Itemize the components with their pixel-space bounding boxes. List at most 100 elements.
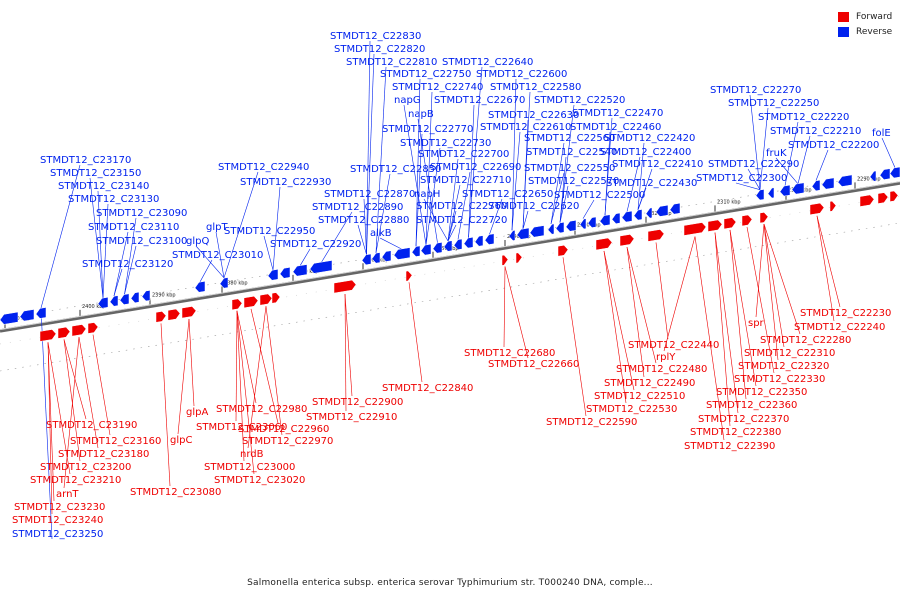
tick-label: 2380 kbp xyxy=(224,280,248,286)
reverse-gene-label: STMDT12_C22810 xyxy=(346,57,437,68)
forward-gene-arrow xyxy=(683,222,707,236)
reverse-gene-labels: STMDT12_C23250 STMDT12_C23170 STMDT12_C231… xyxy=(12,31,891,540)
reverse-gene-label: STMDT12_C22220 xyxy=(758,112,849,123)
reverse-gene-arrow xyxy=(869,170,877,182)
forward-gene-label: STMDT12_C23230 xyxy=(14,502,105,513)
forward-leader-line xyxy=(655,242,669,340)
reverse-gene-label: STMDT12_C22820 xyxy=(334,44,425,55)
forward-leader-line xyxy=(755,223,765,318)
reverse-gene-arrow xyxy=(779,184,791,197)
reverse-leader-line xyxy=(759,107,769,190)
reverse-swatch xyxy=(838,26,849,37)
reverse-leader-line xyxy=(423,198,449,242)
reverse-gene-label: STMDT12_C22460 xyxy=(570,122,661,133)
forward-gene-label: STMDT12_C23200 xyxy=(40,462,131,473)
forward-leader-line xyxy=(250,308,279,424)
reverse-leader-line xyxy=(522,119,529,229)
forward-gene-arrow xyxy=(759,212,769,224)
forward-gene-label: STMDT12_C23180 xyxy=(58,449,149,460)
forward-gene-label: STMDT12_C23060 xyxy=(196,422,287,433)
forward-gene-arrow xyxy=(859,194,875,207)
reverse-gene-label: STMDT12_C22290 xyxy=(708,159,799,170)
reverse-gene-label: STMDT12_C22620 xyxy=(488,201,579,212)
reverse-gene-label: napH xyxy=(414,189,440,200)
forward-gene-label: STMDT12_C22240 xyxy=(794,322,885,333)
forward-leader-line xyxy=(626,247,645,378)
reverse-leader-line xyxy=(550,142,565,224)
reverse-gene-label: folE xyxy=(872,128,891,139)
reverse-leader-line xyxy=(223,171,259,278)
reverse-gene-label: fruK xyxy=(766,148,787,159)
reverse-gene-label: STMDT12_C22410 xyxy=(612,159,703,170)
reverse-leader-line xyxy=(747,168,761,190)
reverse-leader-line xyxy=(113,268,123,296)
forward-gene-label: STMDT12_C22330 xyxy=(734,374,825,385)
tick-label: 2390 kbp xyxy=(152,292,176,298)
reverse-gene-arrow xyxy=(879,168,891,180)
reverse-gene-arrow xyxy=(565,219,577,232)
gene-arrows xyxy=(0,166,900,342)
reverse-leader-line xyxy=(775,157,799,184)
reverse-leader-line xyxy=(417,118,438,243)
reverse-gene-arrow xyxy=(669,202,681,215)
reverse-gene-label: STMDT12_C22630 xyxy=(488,110,579,121)
reverse-leader-line xyxy=(40,308,53,540)
legend-forward-label: Forward xyxy=(856,11,893,22)
forward-gene-arrow xyxy=(889,190,899,202)
forward-gene-label: STMDT12_C22280 xyxy=(760,335,851,346)
sequence-caption: Salmonella enterica subsp. enterica sero… xyxy=(247,578,653,588)
forward-gene-label: STMDT12_C23240 xyxy=(12,515,103,526)
reverse-leader-line xyxy=(97,190,104,298)
reverse-gene-arrow xyxy=(611,212,621,224)
reverse-leader-line xyxy=(375,66,387,253)
reverse-leader-line xyxy=(272,186,281,270)
reverse-leader-line xyxy=(550,172,565,224)
reverse-gene-arrow xyxy=(621,210,633,223)
reverse-gene-label: STMDT12_C22920 xyxy=(270,239,361,250)
reverse-gene-label: STMDT12_C22420 xyxy=(604,133,695,144)
reverse-leader-line xyxy=(299,248,311,266)
reverse-gene-label: STMDT12_C23100 xyxy=(96,236,187,247)
reverse-gene-label: STMDT12_C23250 xyxy=(12,529,103,540)
reverse-leader-line xyxy=(559,104,575,223)
forward-gene-label: STMDT12_C22480 xyxy=(616,364,707,375)
reverse-gene-arrow xyxy=(420,243,432,256)
reverse-gene-label: glpQ xyxy=(186,236,209,247)
forward-gene-label: STMDT12_C22440 xyxy=(628,340,719,351)
reverse-gene-label: napG xyxy=(394,95,421,106)
reverse-gene-arrow xyxy=(508,230,516,241)
reverse-gene-arrow xyxy=(141,290,151,302)
forward-leader-line xyxy=(177,319,190,435)
forward-gene-label: STMDT12_C22530 xyxy=(586,404,677,415)
reverse-leader-line xyxy=(797,135,811,184)
reverse-gene-label: STMDT12_C22500 xyxy=(554,190,645,201)
reverse-gene-arrow xyxy=(381,250,392,262)
reverse-leader-line xyxy=(195,245,225,279)
reverse-gene-arrow xyxy=(837,174,853,187)
reverse-gene-label: STMDT12_C23150 xyxy=(50,168,141,179)
tick-label: 2400 kbp xyxy=(82,304,106,310)
forward-gene-label: STMDT12_C22380 xyxy=(690,427,781,438)
forward-gene-label: glpC xyxy=(170,435,192,446)
reverse-gene-label: STMDT12_C22830 xyxy=(330,31,421,42)
forward-leader-line xyxy=(408,282,423,383)
reverse-gene-arrow xyxy=(371,252,381,264)
forward-gene-arrow xyxy=(405,270,413,282)
forward-leader-line xyxy=(236,310,257,404)
forward-leader-line xyxy=(47,342,53,515)
reverse-gene-label: napB xyxy=(408,109,434,120)
reverse-gene-arrow xyxy=(633,209,643,221)
reverse-leader-line xyxy=(199,259,213,283)
forward-leader-line xyxy=(236,310,255,475)
reverse-leader-line xyxy=(447,184,461,242)
forward-gene-arrow xyxy=(515,252,523,264)
reverse-gene-arrow xyxy=(645,207,653,219)
reverse-gene-label: STMDT12_C23130 xyxy=(68,194,159,205)
reverse-gene-label: STMDT12_C23170 xyxy=(40,155,131,166)
reverse-leader-line xyxy=(415,78,421,247)
reverse-leader-line xyxy=(582,199,595,219)
reverse-gene-label: STMDT12_C22560 xyxy=(524,133,615,144)
reverse-gene-label: STMDT12_C22750 xyxy=(380,69,471,80)
reverse-leader-line xyxy=(559,156,567,223)
forward-leader-line xyxy=(626,246,657,364)
